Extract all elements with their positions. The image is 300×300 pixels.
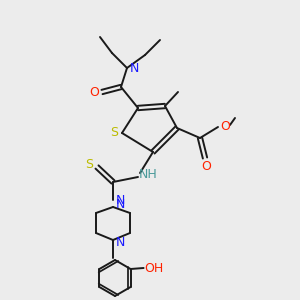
Text: N: N [115, 199, 125, 212]
Text: NH: NH [139, 169, 158, 182]
Text: N: N [115, 236, 125, 250]
Text: O: O [220, 119, 230, 133]
Text: O: O [89, 85, 99, 98]
Text: N: N [129, 61, 139, 74]
Text: S: S [110, 127, 118, 140]
Text: OH: OH [144, 262, 163, 275]
Text: N: N [115, 194, 125, 208]
Text: O: O [201, 160, 211, 172]
Text: S: S [85, 158, 93, 172]
